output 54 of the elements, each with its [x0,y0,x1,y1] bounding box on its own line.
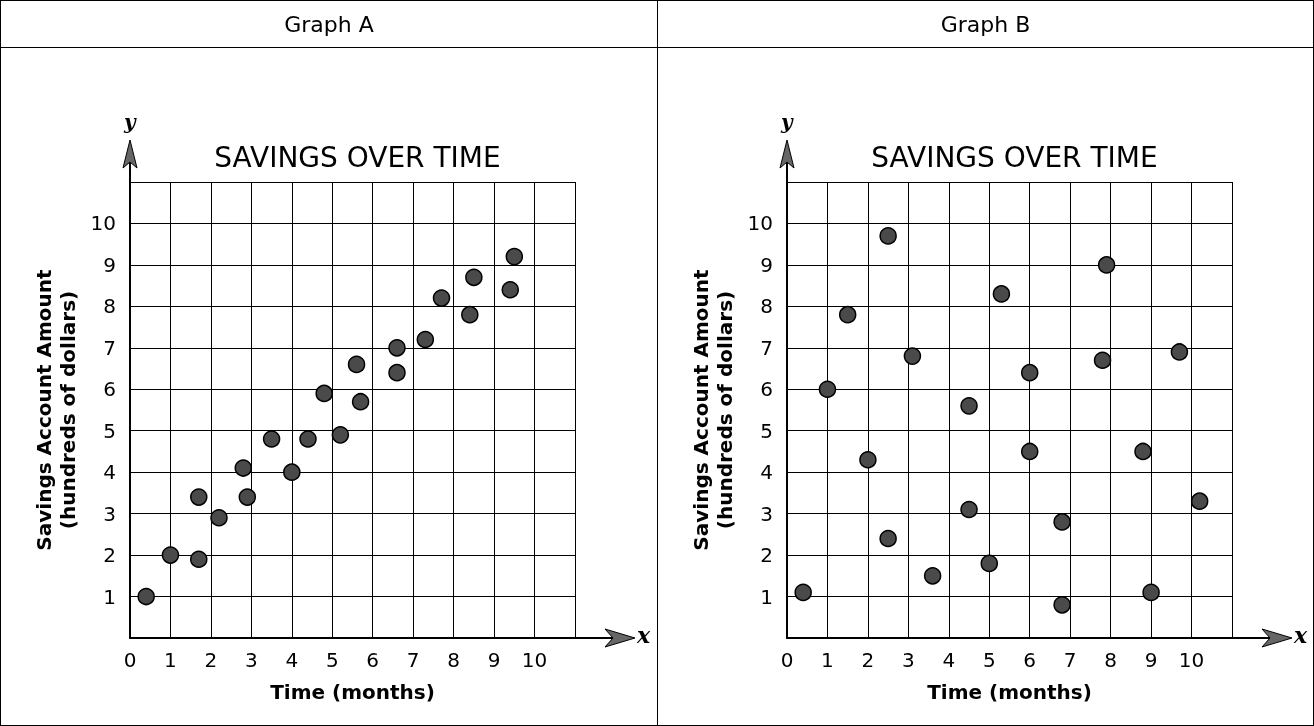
x-tick-label: 10 [1178,648,1205,672]
x-tick-label: 0 [780,648,794,672]
chart-title: Graph B [658,1,1313,48]
y-axis-title: Savings Account Amount (hundreds of dollars) [688,268,737,551]
y-tick-label: 2 [103,543,116,568]
x-tick-label: 5 [982,648,996,672]
y-tick-label: 8 [103,294,116,319]
y-tick-label: 6 [103,377,116,402]
x-tick-label: 1 [164,648,177,672]
x-tick-label: 0 [123,648,137,672]
y-tick-label: 6 [760,377,773,402]
x-tick-label: 8 [447,648,460,672]
x-tick-label: 2 [204,648,218,672]
x-tick-label: 2 [861,648,875,672]
x-axis-title: Time (months) [927,680,1092,704]
y-tick-label: 7 [760,335,773,360]
x-axis-title: Time (months) [270,680,435,704]
x-tick-label: 3 [902,648,915,672]
x-tick-label: 5 [325,648,339,672]
x-tick-label: 4 [285,648,299,672]
x-tick-label: 10 [521,648,548,672]
y-tick-label: 7 [103,335,116,360]
text: y [123,110,137,134]
chart-title: Graph A [1,1,657,48]
text: y [780,110,794,134]
x-tick-label: 1 [821,648,834,672]
x-tick-label: 9 [487,648,501,672]
y-tick-label: 5 [103,418,116,443]
y-tick-label: 3 [103,501,116,526]
x-tick-label: 3 [245,648,258,672]
x-tick-label: 6 [366,648,380,672]
text: x [636,622,651,648]
y-tick-label: 5 [760,418,773,443]
chart-subtitle: SAVINGS OVER TIME [214,140,501,174]
y-tick-label: 1 [103,584,116,609]
y-axis-title: Savings Account Amount (hundreds of dollars) [31,268,80,551]
x-tick-label: 7 [406,648,420,672]
x-tick-label: 6 [1023,648,1037,672]
x-tick-label: 7 [1063,648,1077,672]
y-tick-label: 9 [103,252,116,277]
y-tick-label: 10 [90,211,116,236]
y-tick-label: 2 [760,543,773,568]
y-tick-label: 4 [760,460,773,485]
chart-subtitle: SAVINGS OVER TIME [871,140,1158,174]
y-tick-label: 8 [760,294,773,319]
y-tick-label: 1 [760,584,773,609]
text: x [1293,622,1308,648]
x-tick-label: 4 [942,648,956,672]
y-tick-label: 9 [760,252,773,277]
y-tick-label: 10 [747,211,773,236]
y-tick-label: 3 [760,501,773,526]
x-tick-label: 8 [1104,648,1117,672]
x-tick-label: 9 [1144,648,1158,672]
y-tick-label: 4 [103,460,116,485]
